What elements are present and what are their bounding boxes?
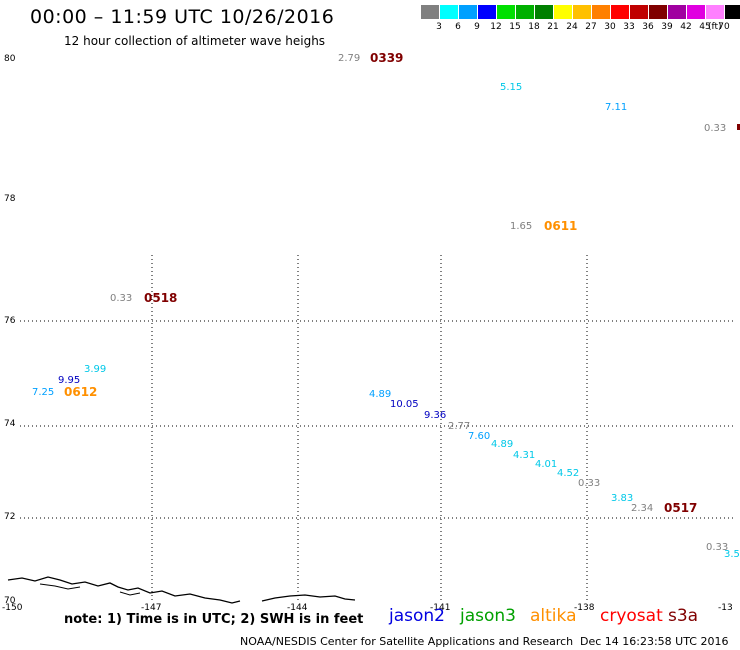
legend-swatch <box>459 5 477 19</box>
legend-swatch <box>516 5 534 19</box>
latitude-label: 76 <box>4 316 16 326</box>
legend-label: 12 <box>490 22 502 32</box>
latitude-label: 78 <box>4 194 16 204</box>
longitude-label: -150 <box>2 603 23 613</box>
legend-label: 21 <box>547 22 559 32</box>
legend-swatch <box>725 5 740 19</box>
wave-height-value: 4.01 <box>535 459 558 470</box>
generated-timestamp: Dec 14 16:23:58 UTC 2016 <box>580 635 729 648</box>
pass-time-label: 0517 <box>664 501 698 515</box>
wave-height-value: 2.79 <box>338 53 361 64</box>
wave-height-value: 3.99 <box>84 364 107 375</box>
pass-time-label: 0518 <box>144 291 178 305</box>
legend-label: 39 <box>661 22 673 32</box>
pass-time-label: 0612 <box>64 385 98 399</box>
legend-label: 30 <box>604 22 616 32</box>
legend-swatch <box>649 5 667 19</box>
gridlines <box>20 124 740 600</box>
edge-pass-marker <box>737 124 740 130</box>
wave-height-value: 4.31 <box>513 450 536 461</box>
legend-label: 45 <box>699 22 711 32</box>
satellite-name-jason3: jason3 <box>460 606 516 626</box>
longitude-label: -13 <box>718 603 733 613</box>
wave-height-value: 9.36 <box>424 410 447 421</box>
page-subtitle: 12 hour collection of altimeter wave hei… <box>64 34 326 48</box>
wave-height-value: 5.15 <box>500 82 523 93</box>
coastline <box>7 576 356 604</box>
legend-label: 3 <box>436 22 442 32</box>
wave-height-value: 10.05 <box>390 399 419 410</box>
wave-height-value: 4.52 <box>557 468 580 479</box>
legend-swatch <box>630 5 648 19</box>
wave-height-value: 9.95 <box>58 375 81 386</box>
legend-swatch <box>668 5 686 19</box>
footer-note: note: 1) Time is in UTC; 2) SWH is in fe… <box>64 612 364 627</box>
legend-swatch <box>554 5 572 19</box>
legend-swatch <box>497 5 515 19</box>
legend-swatch <box>687 5 705 19</box>
wave-height-value: 1.65 <box>510 221 533 232</box>
latitude-label: 70 <box>4 596 16 606</box>
legend-swatch <box>478 5 496 19</box>
legend-label: 18 <box>528 22 540 32</box>
wave-height-value: 4.89 <box>491 439 514 450</box>
legend-swatch <box>573 5 591 19</box>
longitude-label: -144 <box>287 603 308 613</box>
latitude-label: 74 <box>4 419 16 429</box>
pass-time-label: 0611 <box>544 219 578 233</box>
wave-height-value: 3.5 <box>724 549 740 560</box>
legend-swatch <box>592 5 610 19</box>
legend-label: 24 <box>566 22 578 32</box>
legend-swatch <box>535 5 553 19</box>
legend-swatch <box>706 5 724 19</box>
longitude-label: -141 <box>430 603 451 613</box>
legend-label: 36 <box>642 22 654 32</box>
wave-height-value: 7.25 <box>32 387 55 398</box>
credit-line: NOAA/NESDIS Center for Satellite Applica… <box>240 635 574 648</box>
satellite-name-altika: altika <box>530 606 577 626</box>
wave-height-value: 0.33 <box>706 542 729 553</box>
wave-height-value: 0.33 <box>704 123 727 134</box>
page-title: 00:00 – 11:59 UTC 10/26/2016 <box>30 6 335 28</box>
satellite-name-jason2: jason2 <box>389 606 445 626</box>
legend-label: 42 <box>680 22 692 32</box>
wave-height-value: 0.33 <box>578 478 601 489</box>
wave-height-value: 3.83 <box>611 493 634 504</box>
satellite-name-s3a: s3a <box>668 606 699 626</box>
pass-time-label: 0339 <box>370 51 404 65</box>
legend-unit: (ft) <box>708 22 722 32</box>
wave-height-value: 2.34 <box>631 503 654 514</box>
latitude-label: 80 <box>4 54 16 64</box>
legend-swatch <box>421 5 439 19</box>
wave-height-value: 7.11 <box>605 102 628 113</box>
satellite-name-cryosat: cryosat <box>600 606 663 626</box>
legend-swatch <box>611 5 629 19</box>
legend-label: 6 <box>455 22 461 32</box>
wave-height-value: 0.33 <box>110 293 133 304</box>
latitude-label: 72 <box>4 512 16 522</box>
legend-label: 9 <box>474 22 480 32</box>
legend-label: 15 <box>509 22 521 32</box>
legend-swatch <box>440 5 458 19</box>
longitude-label: -147 <box>141 603 162 613</box>
longitude-label: -138 <box>574 603 595 613</box>
wave-height-value: 7.60 <box>468 431 491 442</box>
legend-label: 33 <box>623 22 635 32</box>
wave-height-value: 4.89 <box>369 389 392 400</box>
legend-label: 27 <box>585 22 597 32</box>
wave-height-value: 2.77 <box>448 421 471 432</box>
legend-label: 70 <box>718 22 730 32</box>
